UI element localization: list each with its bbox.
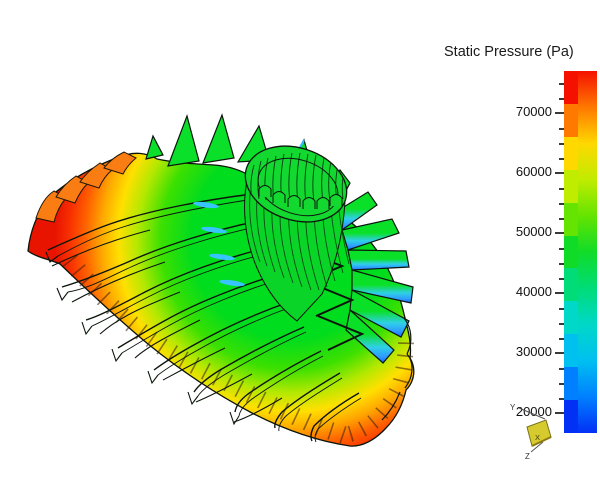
hub-root-arches (258, 185, 343, 209)
z-axis-line (530, 441, 544, 453)
axis-label-z: Z (525, 452, 530, 461)
hub-top (244, 145, 348, 223)
blade-root-steps (45, 251, 240, 426)
colorbar-band (564, 169, 578, 203)
legend-minor-tick (559, 188, 564, 190)
axis-label-y: Y (510, 403, 516, 412)
y-axis-line (518, 407, 546, 420)
right-rim-scallops (381, 317, 413, 421)
colorbar-band (564, 235, 578, 269)
legend-minor-tick (559, 338, 564, 340)
colorbar-band (564, 103, 578, 137)
legend-minor-tick (559, 128, 564, 130)
colorbar-bands (564, 71, 578, 433)
legend-tick-label: 70000 (515, 103, 552, 119)
axis-triad[interactable]: Y X Z (495, 390, 600, 495)
legend-minor-tick (559, 383, 564, 385)
legend-major-tick (555, 412, 564, 414)
legend-tick-label: 60000 (515, 163, 552, 179)
colorbar-band (564, 136, 578, 170)
legend-major-tick (555, 172, 564, 174)
legend-tick-label: 30000 (515, 343, 552, 359)
axis-label-x: X (535, 433, 540, 442)
suction-edge-highlights (193, 201, 245, 287)
legend-minor-tick (559, 203, 564, 205)
blade-tip-spikes (145, 113, 315, 180)
legend-major-tick (555, 232, 564, 234)
legend-minor-tick (559, 398, 564, 400)
legend-tick-label: 40000 (515, 283, 552, 299)
legend-minor-tick (559, 143, 564, 145)
legend-major-tick (555, 292, 564, 294)
splitter-blades (51, 229, 283, 423)
legend-tick-label: 20000 (515, 403, 552, 419)
legend-minor-tick (559, 98, 564, 100)
legend-title: Static Pressure (Pa) (444, 44, 574, 60)
colorbar-band (564, 334, 578, 368)
colorbar-band (564, 202, 578, 236)
legend-minor-tick (559, 368, 564, 370)
legend-minor-tick (559, 263, 564, 265)
colorbar-band (564, 400, 578, 433)
colorbar-band (564, 71, 578, 104)
colorbar-band (564, 268, 578, 302)
colorbar-band (564, 367, 578, 401)
legend-tick-label: 50000 (515, 223, 552, 239)
legend-major-tick (555, 112, 564, 114)
colorbar-legend: Static Pressure (Pa) 70000 60000 50000 4000… (430, 40, 600, 470)
colorbar-band (564, 301, 578, 335)
legend-major-tick (555, 352, 564, 354)
colorbar (564, 71, 597, 433)
legend-minor-tick (559, 278, 564, 280)
legend-minor-tick (559, 308, 564, 310)
legend-minor-tick (559, 158, 564, 160)
legend-minor-tick (559, 323, 564, 325)
legend-minor-tick (559, 248, 564, 250)
legend-minor-tick (559, 83, 564, 85)
legend-minor-tick (559, 218, 564, 220)
x-face-edge (531, 436, 552, 447)
far-side-blade-tips (35, 151, 137, 223)
